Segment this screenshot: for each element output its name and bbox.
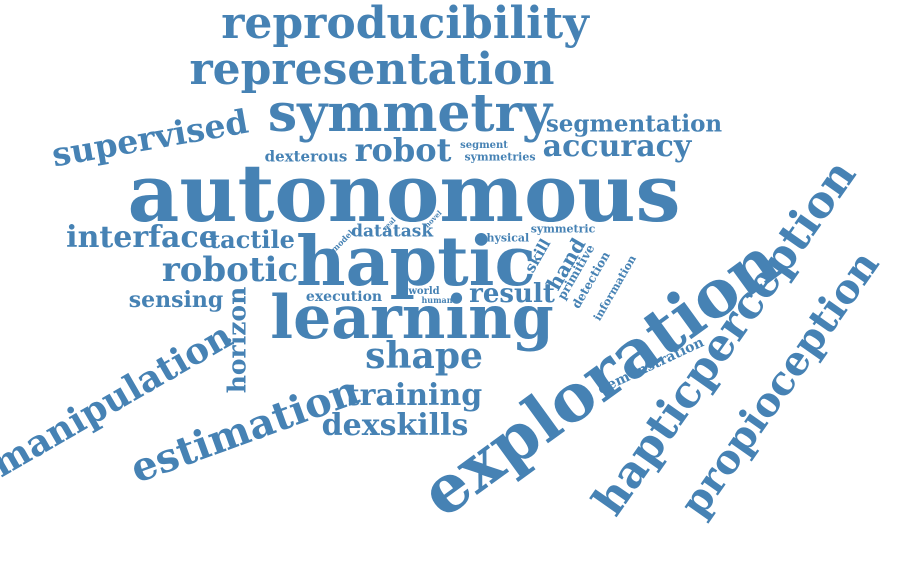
word-robotic: robotic <box>161 250 299 290</box>
word-symmetry: symmetry <box>267 83 553 144</box>
word-robot: robot <box>354 131 452 169</box>
word-dexterous: dexterous <box>264 147 348 166</box>
word-segmentation: segmentation <box>545 110 723 138</box>
word-sensing: sensing <box>128 287 224 313</box>
word-training: training <box>345 378 483 413</box>
word-interface: interface <box>66 220 218 255</box>
word-haptic: haptic <box>296 222 536 302</box>
word-world: world <box>408 286 440 297</box>
word-human: human <box>421 295 453 305</box>
word-tactile: tactile <box>209 225 295 254</box>
word-learning: learning <box>270 283 554 353</box>
word-autonomous: autonomous <box>127 146 681 240</box>
word-reproducibility: reproducibility <box>221 0 589 49</box>
word-symmetric: symmetric <box>530 222 596 236</box>
word-representation: representation <box>189 44 555 95</box>
word-dexskills: dexskills <box>321 408 469 443</box>
word-task: task <box>392 221 434 242</box>
word-physical: physical <box>478 231 530 245</box>
word-shape: shape <box>365 335 483 377</box>
word-data: data <box>351 221 393 242</box>
word-result: result <box>469 279 555 309</box>
word-execution: execution <box>305 289 383 305</box>
word-segment: segment <box>460 140 508 151</box>
word-accuracy: accuracy <box>542 129 692 164</box>
word-symmetries: symmetries <box>464 150 536 164</box>
